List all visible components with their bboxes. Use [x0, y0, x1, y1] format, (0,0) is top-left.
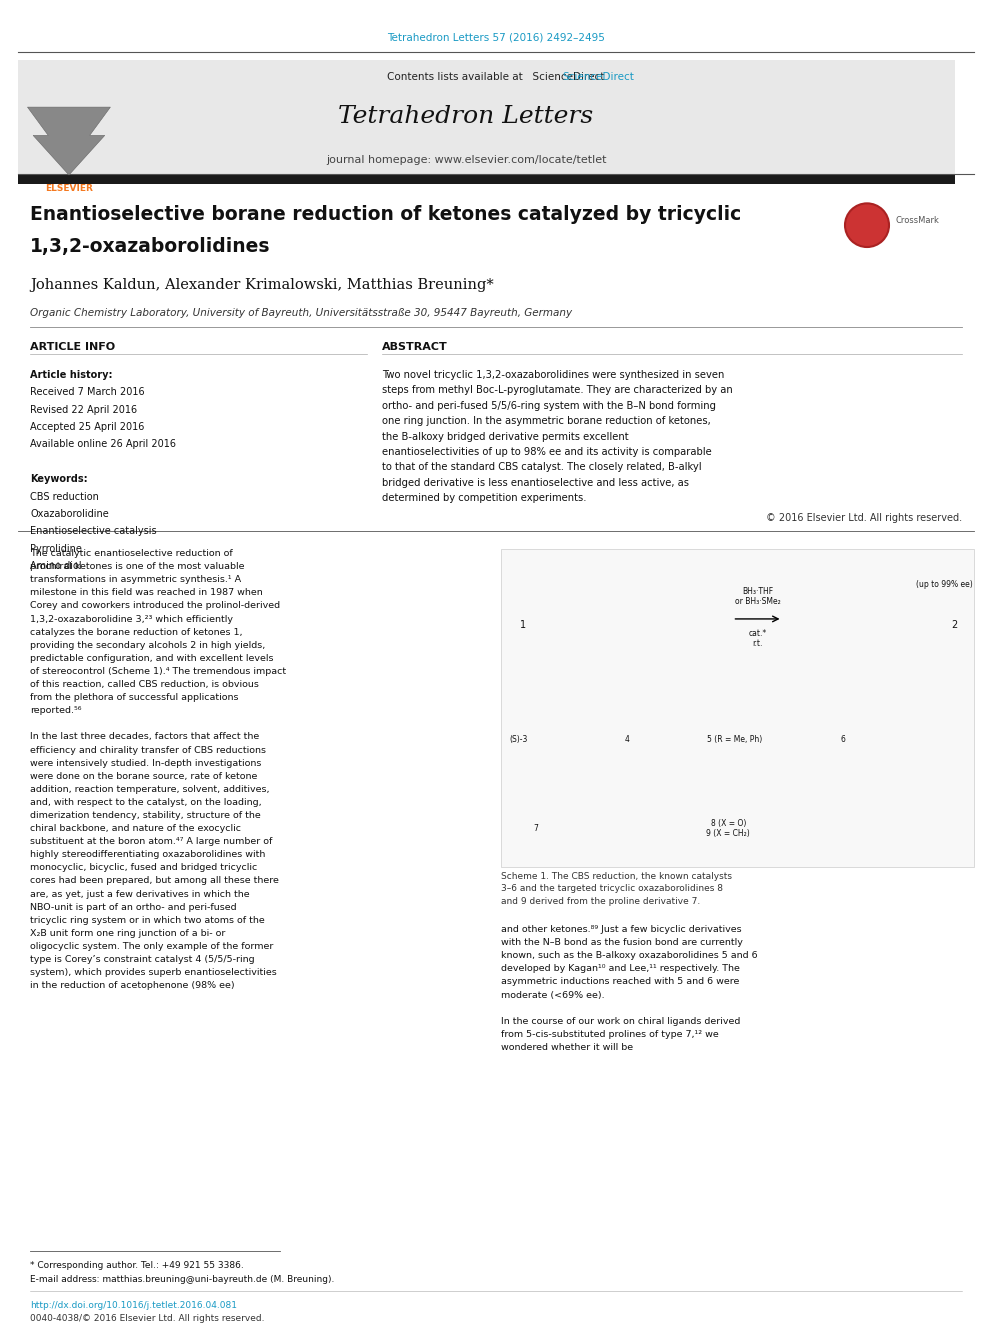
Text: cores had been prepared, but among all these there: cores had been prepared, but among all t…: [30, 876, 279, 885]
Text: Two novel tricyclic 1,3,2-oxazaborolidines were synthesized in seven: Two novel tricyclic 1,3,2-oxazaborolidin…: [382, 370, 724, 380]
Text: 0040-4038/© 2016 Elsevier Ltd. All rights reserved.: 0040-4038/© 2016 Elsevier Ltd. All right…: [30, 1315, 265, 1323]
Text: Contents lists available at   ScienceDirect: Contents lists available at ScienceDirec…: [387, 73, 605, 82]
Text: journal homepage: www.elsevier.com/locate/tetlet: journal homepage: www.elsevier.com/locat…: [325, 155, 606, 165]
Circle shape: [845, 204, 889, 247]
Text: Pyrrolidine: Pyrrolidine: [30, 544, 82, 553]
FancyBboxPatch shape: [18, 60, 955, 173]
Text: Revised 22 April 2016: Revised 22 April 2016: [30, 405, 137, 414]
Text: efficiency and chirality transfer of CBS reductions: efficiency and chirality transfer of CBS…: [30, 746, 266, 754]
Text: were done on the borane source, rate of ketone: were done on the borane source, rate of …: [30, 771, 257, 781]
Text: one ring junction. In the asymmetric borane reduction of ketones,: one ring junction. In the asymmetric bor…: [382, 417, 710, 426]
Text: In the course of our work on chiral ligands derived: In the course of our work on chiral liga…: [501, 1017, 740, 1025]
Text: were intensively studied. In-depth investigations: were intensively studied. In-depth inves…: [30, 758, 261, 767]
Text: 7: 7: [534, 824, 539, 833]
Text: type is Corey’s constraint catalyst 4 (5/5/5-ring: type is Corey’s constraint catalyst 4 (5…: [30, 955, 255, 964]
Text: 1,3,2-oxazaborolidine 3,²³ which efficiently: 1,3,2-oxazaborolidine 3,²³ which efficie…: [30, 615, 233, 623]
Text: Enantioselective catalysis: Enantioselective catalysis: [30, 527, 157, 536]
Text: Accepted 25 April 2016: Accepted 25 April 2016: [30, 422, 145, 433]
Text: (up to 99% ee): (up to 99% ee): [916, 581, 972, 589]
Text: 8 (X = O)
9 (X = CH₂): 8 (X = O) 9 (X = CH₂): [706, 819, 750, 839]
Text: 3–6 and the targeted tricyclic oxazaborolidines 8: 3–6 and the targeted tricyclic oxazaboro…: [501, 884, 723, 893]
Text: predictable configuration, and with excellent levels: predictable configuration, and with exce…: [30, 654, 274, 663]
Text: Organic Chemistry Laboratory, University of Bayreuth, Universitätsstraße 30, 954: Organic Chemistry Laboratory, University…: [30, 307, 572, 318]
Text: CBS reduction: CBS reduction: [30, 492, 99, 501]
Text: X₂B unit form one ring junction of a bi- or: X₂B unit form one ring junction of a bi-…: [30, 929, 225, 938]
Bar: [18, 175, 955, 184]
Text: dimerization tendency, stability, structure of the: dimerization tendency, stability, struct…: [30, 811, 261, 820]
Text: Available online 26 April 2016: Available online 26 April 2016: [30, 439, 176, 450]
Text: of stereocontrol (Scheme 1).⁴ The tremendous impact: of stereocontrol (Scheme 1).⁴ The tremen…: [30, 667, 286, 676]
Text: Received 7 March 2016: Received 7 March 2016: [30, 388, 145, 397]
Text: and 9 derived from the proline derivative 7.: and 9 derived from the proline derivativ…: [501, 897, 700, 906]
Text: cat.*
r.t.: cat.* r.t.: [748, 628, 767, 648]
Text: In the last three decades, factors that affect the: In the last three decades, factors that …: [30, 733, 259, 741]
Text: http://dx.doi.org/10.1016/j.tetlet.2016.04.081: http://dx.doi.org/10.1016/j.tetlet.2016.…: [30, 1301, 237, 1310]
Text: Johannes Kaldun, Alexander Krimalowski, Matthias Breuning*: Johannes Kaldun, Alexander Krimalowski, …: [30, 278, 494, 292]
Polygon shape: [28, 107, 110, 175]
Text: highly stereodifferentiating oxazaborolidines with: highly stereodifferentiating oxazaboroli…: [30, 851, 266, 859]
Text: 5 (R = Me, Ph): 5 (R = Me, Ph): [707, 736, 762, 744]
Text: prochiral ketones is one of the most valuable: prochiral ketones is one of the most val…: [30, 562, 244, 572]
Text: enantioselectivities of up to 98% ee and its activity is comparable: enantioselectivities of up to 98% ee and…: [382, 447, 711, 456]
Text: ARTICLE INFO: ARTICLE INFO: [30, 343, 115, 352]
Text: known, such as the B-alkoxy oxazaborolidines 5 and 6: known, such as the B-alkoxy oxazaborolid…: [501, 951, 758, 960]
Text: and other ketones.⁸⁹ Just a few bicyclic derivatives: and other ketones.⁸⁹ Just a few bicyclic…: [501, 925, 742, 934]
Text: oligocyclic system. The only example of the former: oligocyclic system. The only example of …: [30, 942, 274, 951]
Text: addition, reaction temperature, solvent, additives,: addition, reaction temperature, solvent,…: [30, 785, 270, 794]
Text: 1: 1: [520, 620, 526, 630]
Text: ELSEVIER: ELSEVIER: [45, 184, 93, 193]
Text: of this reaction, called CBS reduction, is obvious: of this reaction, called CBS reduction, …: [30, 680, 259, 689]
Text: Tetrahedron Letters 57 (2016) 2492–2495: Tetrahedron Letters 57 (2016) 2492–2495: [387, 33, 605, 42]
Text: BH₃·THF
or BH₃·SMe₂: BH₃·THF or BH₃·SMe₂: [735, 586, 781, 606]
Text: 6: 6: [840, 736, 845, 744]
Text: determined by competition experiments.: determined by competition experiments.: [382, 493, 586, 503]
Text: transformations in asymmetric synthesis.¹ A: transformations in asymmetric synthesis.…: [30, 576, 241, 585]
Text: Article history:: Article history:: [30, 370, 112, 380]
Text: the B-alkoxy bridged derivative permits excellent: the B-alkoxy bridged derivative permits …: [382, 431, 629, 442]
Text: from the plethora of successful applications: from the plethora of successful applicat…: [30, 693, 238, 703]
Text: catalyzes the borane reduction of ketones 1,: catalyzes the borane reduction of ketone…: [30, 627, 242, 636]
Text: The catalytic enantioselective reduction of: The catalytic enantioselective reduction…: [30, 549, 233, 558]
Text: ScienceDirect: ScienceDirect: [562, 73, 634, 82]
Text: Scheme 1. The CBS reduction, the known catalysts: Scheme 1. The CBS reduction, the known c…: [501, 872, 732, 881]
Text: CrossMark: CrossMark: [895, 216, 938, 225]
Text: milestone in this field was reached in 1987 when: milestone in this field was reached in 1…: [30, 589, 263, 598]
Text: substituent at the boron atom.⁴⁷ A large number of: substituent at the boron atom.⁴⁷ A large…: [30, 837, 273, 847]
Text: developed by Kagan¹⁰ and Lee,¹¹ respectively. The: developed by Kagan¹⁰ and Lee,¹¹ respecti…: [501, 964, 740, 974]
Text: NBO-unit is part of an ortho- and peri-fused: NBO-unit is part of an ortho- and peri-f…: [30, 902, 237, 912]
Text: system), which provides superb enantioselectivities: system), which provides superb enantiose…: [30, 968, 277, 978]
Text: asymmetric inductions reached with 5 and 6 were: asymmetric inductions reached with 5 and…: [501, 978, 739, 987]
Text: 2: 2: [951, 620, 957, 630]
Text: Corey and coworkers introduced the prolinol-derived: Corey and coworkers introduced the proli…: [30, 602, 280, 610]
Text: 1,3,2-oxazaborolidines: 1,3,2-oxazaborolidines: [30, 237, 271, 257]
Text: with the N–B bond as the fusion bond are currently: with the N–B bond as the fusion bond are…: [501, 938, 743, 947]
Text: monocyclic, bicyclic, fused and bridged tricyclic: monocyclic, bicyclic, fused and bridged …: [30, 864, 257, 872]
Text: reported.⁵⁶: reported.⁵⁶: [30, 706, 81, 716]
Text: Keywords:: Keywords:: [30, 474, 87, 484]
Text: providing the secondary alcohols 2 in high yields,: providing the secondary alcohols 2 in hi…: [30, 640, 265, 650]
Text: Oxazaborolidine: Oxazaborolidine: [30, 509, 109, 519]
Text: and, with respect to the catalyst, on the loading,: and, with respect to the catalyst, on th…: [30, 798, 262, 807]
Text: to that of the standard CBS catalyst. The closely related, B-alkyl: to that of the standard CBS catalyst. Th…: [382, 462, 701, 472]
Text: Enantioselective borane reduction of ketones catalyzed by tricyclic: Enantioselective borane reduction of ket…: [30, 205, 741, 225]
Text: chiral backbone, and nature of the exocyclic: chiral backbone, and nature of the exocy…: [30, 824, 241, 833]
Text: (S)-3: (S)-3: [510, 736, 528, 744]
Text: 4: 4: [624, 736, 629, 744]
Text: Tetrahedron Letters: Tetrahedron Letters: [338, 105, 593, 128]
Text: ABSTRACT: ABSTRACT: [382, 343, 447, 352]
Text: Amino diol: Amino diol: [30, 561, 81, 572]
Bar: [501, 549, 974, 867]
Text: wondered whether it will be: wondered whether it will be: [501, 1043, 633, 1052]
Text: from 5-cis-substituted prolines of type 7,¹² we: from 5-cis-substituted prolines of type …: [501, 1029, 719, 1039]
Text: E-mail address: matthias.breuning@uni-bayreuth.de (M. Breuning).: E-mail address: matthias.breuning@uni-ba…: [30, 1275, 334, 1283]
Text: are, as yet, just a few derivatives in which the: are, as yet, just a few derivatives in w…: [30, 889, 250, 898]
Text: steps from methyl Boc-L-pyroglutamate. They are characterized by an: steps from methyl Boc-L-pyroglutamate. T…: [382, 385, 733, 396]
Text: © 2016 Elsevier Ltd. All rights reserved.: © 2016 Elsevier Ltd. All rights reserved…: [766, 513, 962, 524]
Text: in the reduction of acetophenone (98% ee): in the reduction of acetophenone (98% ee…: [30, 982, 235, 990]
Text: bridged derivative is less enantioselective and less active, as: bridged derivative is less enantioselect…: [382, 478, 688, 488]
Text: moderate (<69% ee).: moderate (<69% ee).: [501, 991, 604, 1000]
Text: ortho- and peri-fused 5/5/6-ring system with the B–N bond forming: ortho- and peri-fused 5/5/6-ring system …: [382, 401, 716, 410]
Text: * Corresponding author. Tel.: +49 921 55 3386.: * Corresponding author. Tel.: +49 921 55…: [30, 1261, 244, 1270]
Text: tricyclic ring system or in which two atoms of the: tricyclic ring system or in which two at…: [30, 916, 265, 925]
